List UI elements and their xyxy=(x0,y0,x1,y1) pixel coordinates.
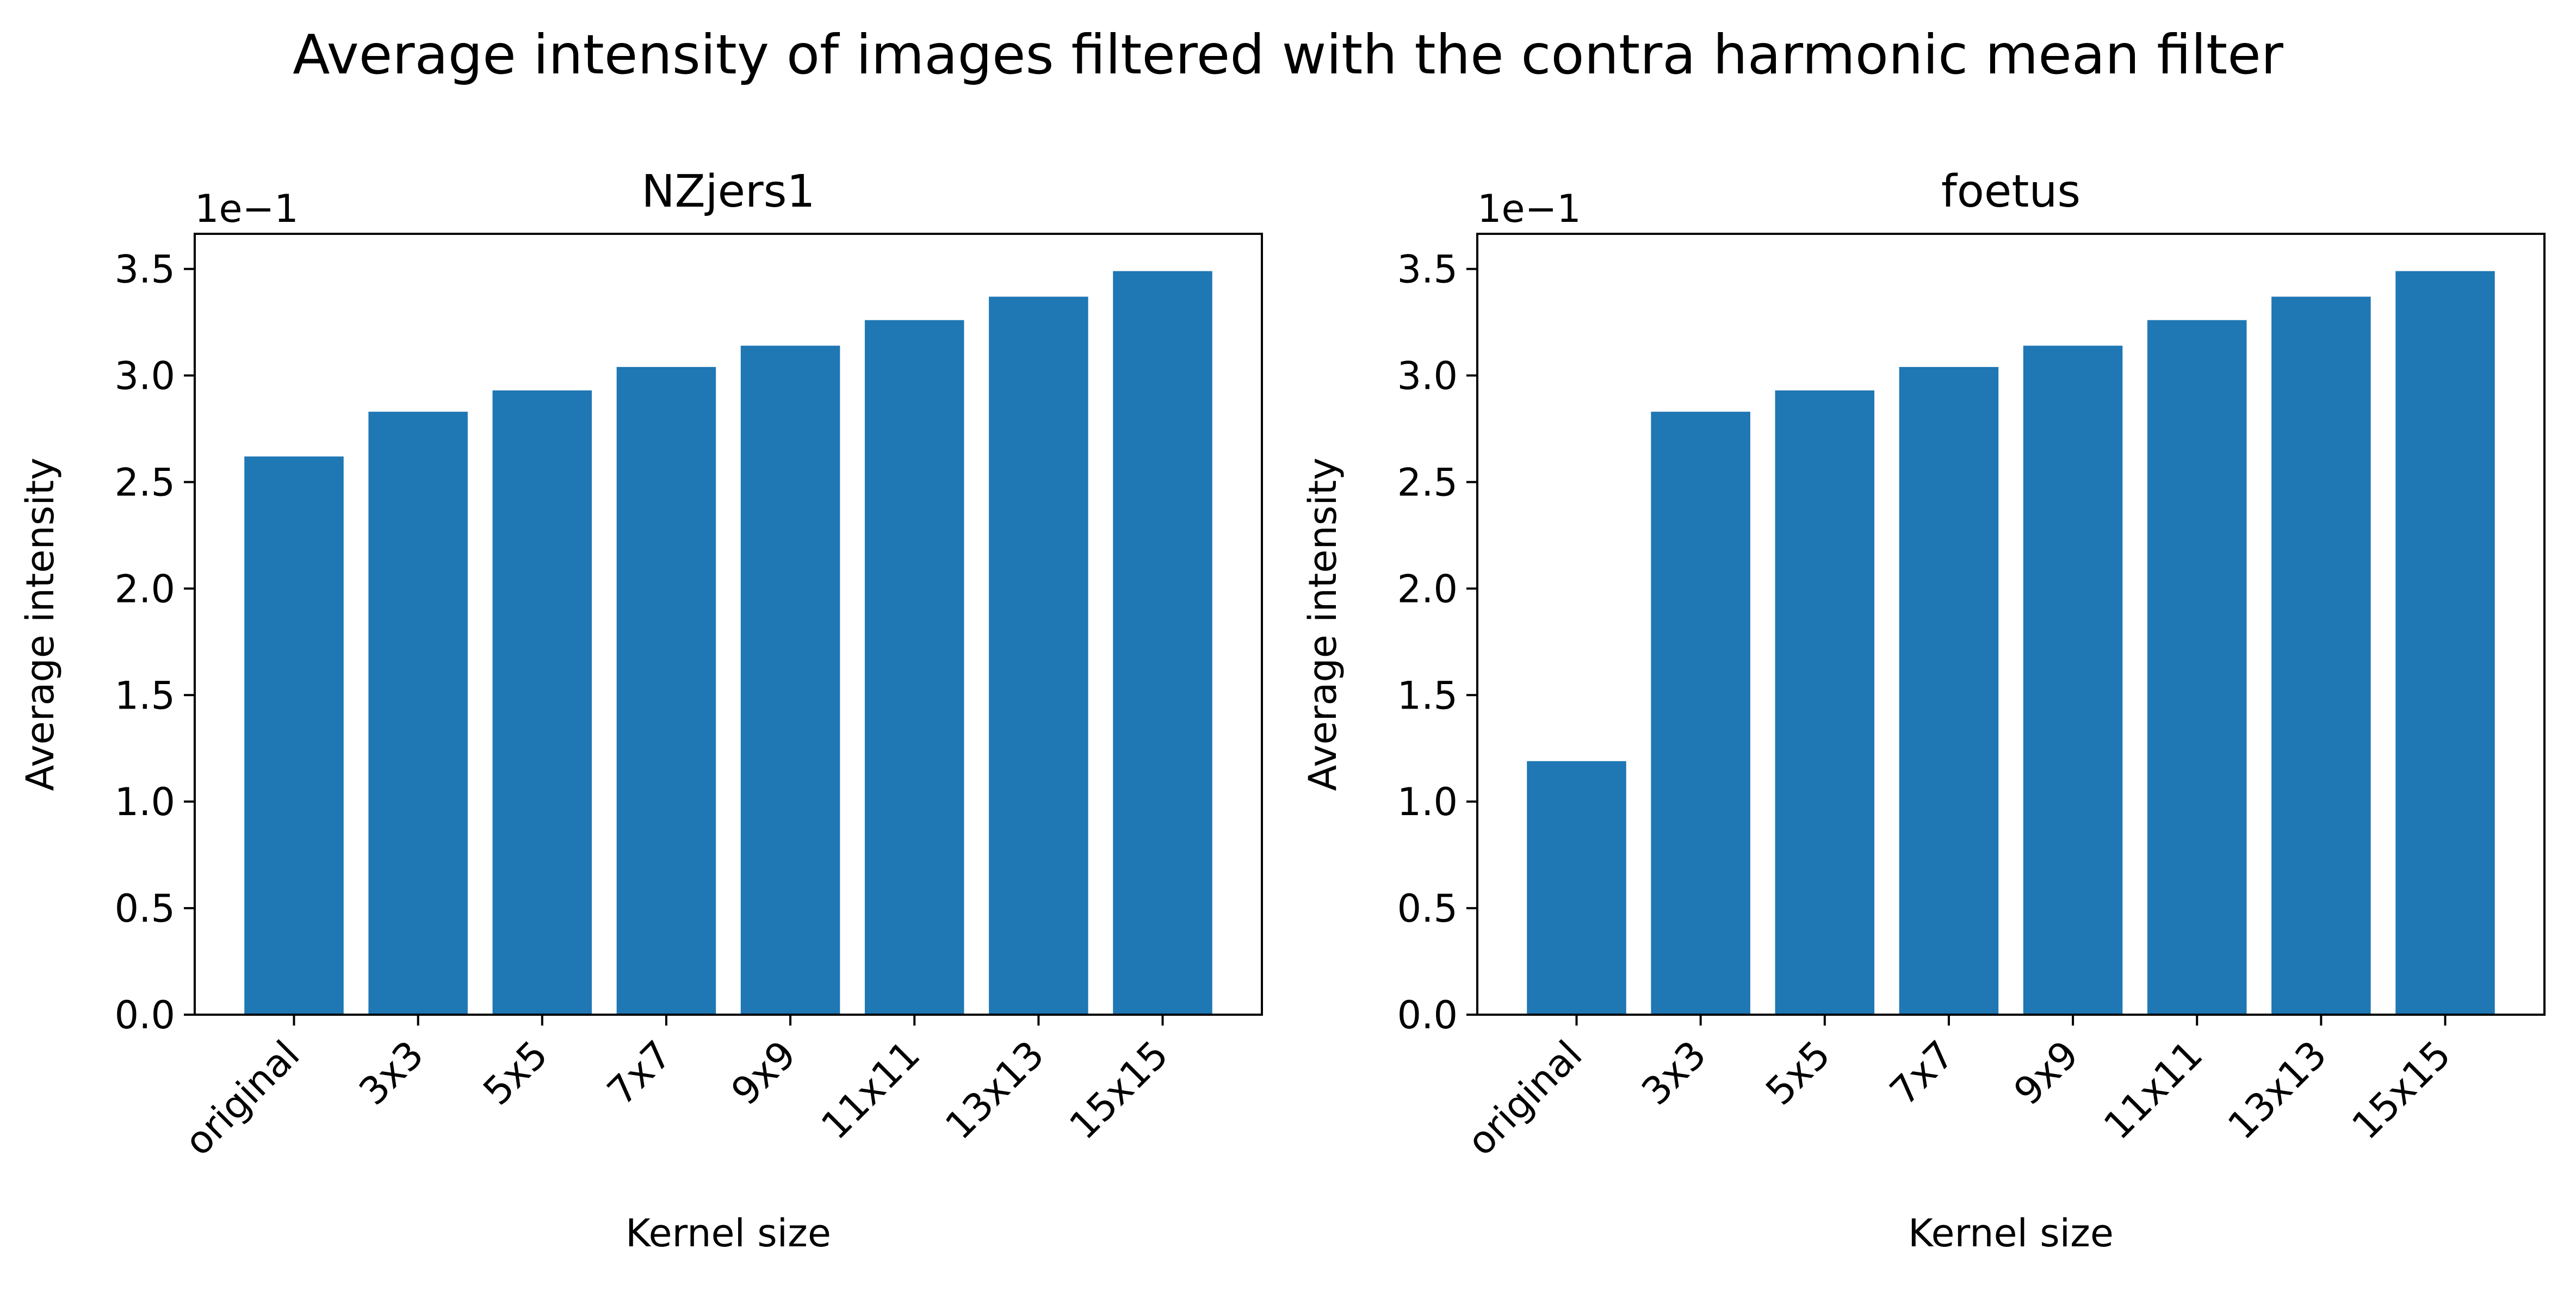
x-tick-label: 11x11 xyxy=(813,1032,928,1148)
y-offset-label: 1e−1 xyxy=(195,187,299,231)
y-tick-label: 1.5 xyxy=(115,673,175,718)
bar-original xyxy=(1527,761,1626,1015)
figure-title: Average intensity of images filtered wit… xyxy=(293,23,2284,86)
x-tick-label: 13x13 xyxy=(937,1032,1052,1148)
x-tick-label: 5x5 xyxy=(475,1032,556,1114)
y-tick-label: 2.0 xyxy=(1397,567,1458,611)
plot-frame xyxy=(1476,233,2546,1016)
x-axis-label: Kernel size xyxy=(1908,1211,2114,1256)
subplot-title: NZjers1 xyxy=(641,166,815,218)
subplot-1: 0.0 0.5 1.0 1.5 2.0 2.5 3.0 3.5 original 3x3 5x5 7x… xyxy=(18,166,1263,1256)
plot-frame xyxy=(194,233,1263,1016)
y-tick-label: 3.5 xyxy=(115,247,175,292)
bar-15x15 xyxy=(2395,271,2495,1015)
bar-3x3 xyxy=(1651,412,1750,1015)
x-tick-label: original xyxy=(1459,1032,1591,1164)
bar-13x13 xyxy=(989,296,1088,1015)
y-tick-label: 0.5 xyxy=(1397,886,1458,931)
x-tick-label: 15x15 xyxy=(2343,1032,2459,1148)
y-tick-label: 3.0 xyxy=(115,354,175,399)
y-tick-label: 2.0 xyxy=(115,567,175,611)
bar-5x5 xyxy=(492,390,592,1015)
y-tick-label: 3.5 xyxy=(1397,247,1458,292)
bar-9x9 xyxy=(740,345,840,1015)
bar-11x11 xyxy=(2147,320,2247,1015)
y-tick-label: 1.0 xyxy=(115,780,175,824)
subplot-2: 0.0 0.5 1.0 1.5 2.0 2.5 3.0 3.5 original 3x3 5x5 7x… xyxy=(1301,166,2546,1256)
y-tick-label: 0.5 xyxy=(115,886,175,931)
x-tick-label: 13x13 xyxy=(2219,1032,2335,1148)
bar-7x7 xyxy=(616,367,716,1015)
y-tick-label: 2.5 xyxy=(115,460,175,505)
x-tick-label: original xyxy=(176,1032,308,1164)
x-tick-label: 15x15 xyxy=(1061,1032,1176,1148)
y-offset-label: 1e−1 xyxy=(1477,187,1581,231)
x-tick-label: 9x9 xyxy=(723,1032,804,1114)
bar-13x13 xyxy=(2271,296,2371,1015)
x-tick-label: 7x7 xyxy=(1881,1032,1963,1114)
y-tick-label: 0.0 xyxy=(115,993,175,1038)
bar-7x7 xyxy=(1899,367,1999,1015)
y-axis-label: Average intensity xyxy=(1301,457,1345,791)
bar-3x3 xyxy=(368,412,468,1015)
y-tick-label: 0.0 xyxy=(1397,993,1458,1038)
y-axis-label: Average intensity xyxy=(18,457,63,791)
x-tick-label: 9x9 xyxy=(2005,1032,2087,1114)
bar-original xyxy=(244,456,344,1015)
y-tick-label: 1.0 xyxy=(1397,780,1458,824)
subplot-title: foetus xyxy=(1941,166,2080,218)
y-tick-label: 2.5 xyxy=(1397,460,1458,505)
bar-9x9 xyxy=(2023,345,2123,1015)
bar-5x5 xyxy=(1775,390,1875,1015)
x-tick-label: 7x7 xyxy=(599,1032,680,1114)
x-tick-label: 3x3 xyxy=(1633,1032,1714,1114)
x-axis-label: Kernel size xyxy=(626,1211,831,1256)
x-tick-label: 5x5 xyxy=(1757,1032,1839,1114)
bar-15x15 xyxy=(1113,271,1212,1015)
x-tick-label: 3x3 xyxy=(350,1032,432,1114)
bar-11x11 xyxy=(864,320,964,1015)
y-tick-label: 1.5 xyxy=(1397,673,1458,718)
x-tick-label: 11x11 xyxy=(2095,1032,2211,1148)
y-tick-label: 3.0 xyxy=(1397,354,1458,399)
